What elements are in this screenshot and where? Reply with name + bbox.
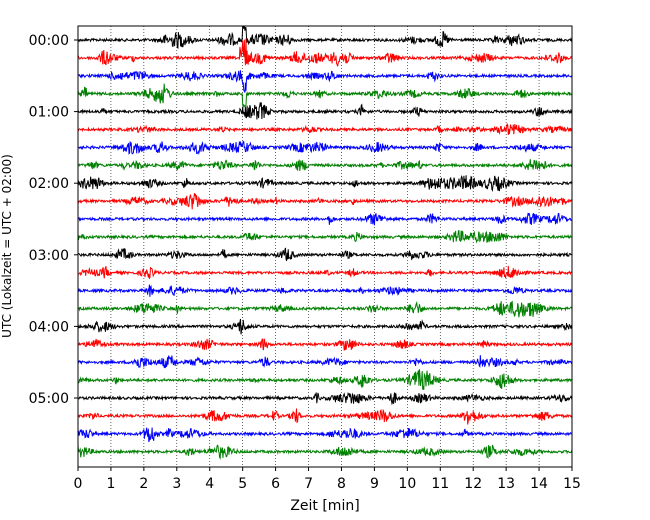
trace-row-1 xyxy=(77,38,573,67)
x-tick-label: 8 xyxy=(337,476,346,492)
x-tick-label: 5 xyxy=(238,476,247,492)
trace-row-7 xyxy=(77,159,572,172)
x-tick-label: 9 xyxy=(370,476,379,492)
trace-row-2 xyxy=(77,70,573,93)
trace-row-8 xyxy=(77,175,573,192)
x-tick-label: 0 xyxy=(74,476,83,492)
trace-row-5 xyxy=(77,122,573,136)
y-tick-label: 02:00 xyxy=(29,176,69,192)
trace-row-3 xyxy=(77,83,573,109)
y-ticks: 00:00 01:00 02:00 03:00 04:00 05:00 xyxy=(29,33,78,407)
x-tick-label: 12 xyxy=(464,476,482,492)
x-tick-label: 1 xyxy=(106,476,115,492)
x-tick-label: 3 xyxy=(172,476,181,492)
x-tick-label: 11 xyxy=(431,476,449,492)
y-tick-label: 04:00 xyxy=(29,319,69,335)
trace-row-23 xyxy=(77,444,573,460)
trace-row-20 xyxy=(78,391,573,406)
trace-row-22 xyxy=(77,427,573,443)
plot-frame xyxy=(77,25,573,468)
trace-row-12 xyxy=(77,247,573,261)
y-tick-label: 05:00 xyxy=(29,391,69,407)
x-tick-label: 15 xyxy=(563,476,581,492)
trace-row-13 xyxy=(77,265,572,280)
y-tick-label: 00:00 xyxy=(29,33,69,49)
trace-row-11 xyxy=(77,229,572,244)
x-tick-label: 2 xyxy=(139,476,148,492)
x-tick-label: 10 xyxy=(398,476,416,492)
x-tick-label: 6 xyxy=(271,476,280,492)
x-axis-label: Zeit [min] xyxy=(290,498,359,514)
trace-row-4 xyxy=(77,102,573,120)
trace-row-21 xyxy=(77,408,573,425)
traces xyxy=(77,25,573,460)
trace-row-15 xyxy=(77,300,573,318)
y-axis-label: UTC (Lokalzeit = UTC + 02:00) xyxy=(0,154,14,338)
y-tick-label: 03:00 xyxy=(29,248,69,264)
y-tick-label: 01:00 xyxy=(29,105,69,121)
x-tick-label: 7 xyxy=(304,476,313,492)
trace-row-14 xyxy=(77,284,573,297)
trace-row-18 xyxy=(77,355,573,369)
x-ticks: 0 1 2 3 4 5 6 7 8 9 10 11 12 13 14 15 xyxy=(74,467,581,492)
trace-row-9 xyxy=(77,193,573,210)
trace-row-0 xyxy=(77,25,573,50)
trace-row-17 xyxy=(77,338,573,351)
x-tick-label: 4 xyxy=(205,476,214,492)
trace-row-19 xyxy=(77,369,573,390)
trace-row-10 xyxy=(78,212,573,226)
x-tick-label: 14 xyxy=(530,476,548,492)
x-tick-label: 13 xyxy=(497,476,515,492)
trace-row-6 xyxy=(77,140,573,156)
trace-row-16 xyxy=(77,318,573,335)
